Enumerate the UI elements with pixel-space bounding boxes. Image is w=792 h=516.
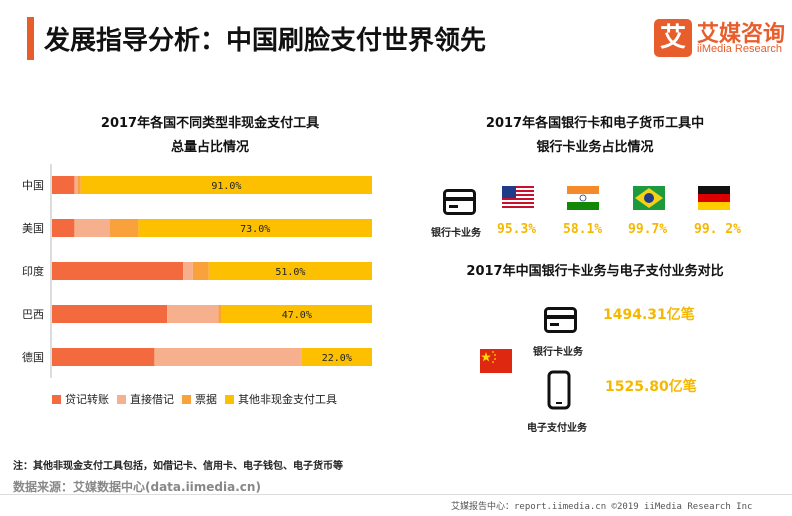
data-label: 73.0% xyxy=(240,224,270,235)
legend-item: 票据 xyxy=(182,391,217,407)
bar-segment xyxy=(154,348,302,366)
bank-share-usa: 95.3% xyxy=(497,222,537,237)
bar-segment xyxy=(138,219,372,237)
data-source: 数据来源：艾媒数据中心(data.iimedia.cn) xyxy=(13,480,261,494)
right-top-title-line2: 银行卡业务占比情况 xyxy=(536,140,654,155)
legend-label: 其他非现金支付工具 xyxy=(238,393,337,406)
bank-card-icon-china xyxy=(544,307,577,333)
bar-segment xyxy=(52,219,75,237)
left-chart-title-line2: 总量占比情况 xyxy=(170,140,249,155)
data-label: 22.0% xyxy=(322,353,352,364)
copyright: 艾媒报告中心：report.iimedia.cn ©2019 iiMedia R… xyxy=(451,502,753,512)
legend-item: 其他非现金支付工具 xyxy=(225,391,337,407)
legend-label: 直接借记 xyxy=(130,393,174,406)
bar-segment xyxy=(183,262,193,280)
logo-icon: 艾 xyxy=(654,19,692,57)
china-epay-label: 电子支付业务 xyxy=(527,423,587,434)
right-top-title-line1: 2017年各国银行卡和电子货币工具中 xyxy=(485,116,705,131)
bar-segment xyxy=(52,348,155,366)
bar-segment xyxy=(74,219,110,237)
legend-swatch xyxy=(182,394,191,404)
bank-card-row-label: 银行卡业务 xyxy=(431,228,481,239)
bank-share-brazil: 99.7% xyxy=(628,222,668,237)
data-label: 91.0% xyxy=(211,181,241,192)
category-label: 中国 xyxy=(22,179,44,192)
category-label: 印度 xyxy=(22,264,44,278)
legend-item: 直接借记 xyxy=(117,391,174,407)
bar-segment xyxy=(167,305,219,323)
bar-segment xyxy=(218,305,222,323)
china-bank-label: 银行卡业务 xyxy=(533,347,583,358)
legend-swatch xyxy=(225,394,234,404)
page-title: 发展指导分析：中国刷脸支付世界领先 xyxy=(44,26,487,56)
bar-segment xyxy=(52,305,168,323)
title-accent-bar xyxy=(27,17,34,60)
legend-swatch xyxy=(52,394,61,404)
left-chart-title-line1: 2017年各国不同类型非现金支付工具 xyxy=(100,116,320,131)
bar-segment xyxy=(74,176,78,194)
bar-segment xyxy=(109,219,139,237)
legend-swatch xyxy=(117,394,126,404)
bar-segment xyxy=(208,262,372,280)
bar-segment xyxy=(301,348,372,366)
brazil-flag-icon xyxy=(633,186,665,210)
stacked-bar-chart: 中国 91.0% 美国 73.0% 印度 51.0% 巴西 47.0% 德国 22.0% xyxy=(22,164,373,378)
footnote: 注：其他非现金支付工具包括，如借记卡、信用卡、电子钱包、电子货币等 xyxy=(13,461,343,472)
footer-divider xyxy=(0,494,792,495)
bank-card-icon xyxy=(443,189,476,215)
legend-label: 票据 xyxy=(195,393,217,406)
bar-segment xyxy=(52,262,184,280)
category-label: 德国 xyxy=(22,350,44,364)
china-bank-value: 1494.31亿笔 xyxy=(603,307,695,323)
bar-segment xyxy=(77,176,81,194)
category-label: 美国 xyxy=(22,222,44,235)
bar-segment xyxy=(52,176,75,194)
chart-legend: 贷记转账 直接借记 票据 其他非现金支付工具 xyxy=(52,391,337,407)
bar-segment xyxy=(192,262,209,280)
bank-share-india: 58.1% xyxy=(563,222,603,237)
usa-flag-icon xyxy=(502,186,534,210)
china-epay-value: 1525.80亿笔 xyxy=(605,379,697,395)
legend-label: 贷记转账 xyxy=(65,393,109,406)
logo-subtext: iiMedia Research xyxy=(697,43,782,55)
legend-item: 贷记转账 xyxy=(52,391,109,407)
right-bottom-title: 2017年中国银行卡业务与电子支付业务对比 xyxy=(466,264,724,279)
germany-flag-icon xyxy=(698,186,730,210)
data-label: 47.0% xyxy=(282,310,312,321)
china-flag-icon xyxy=(480,349,512,373)
bar-segment xyxy=(80,176,373,194)
india-flag-icon xyxy=(567,186,599,210)
mobile-phone-icon xyxy=(547,370,571,410)
bar-segment xyxy=(221,305,372,323)
bank-share-germany: 99. 2% xyxy=(694,222,741,237)
logo-text: 艾媒咨询 xyxy=(697,22,786,47)
data-label: 51.0% xyxy=(275,267,305,278)
category-label: 巴西 xyxy=(22,308,44,321)
